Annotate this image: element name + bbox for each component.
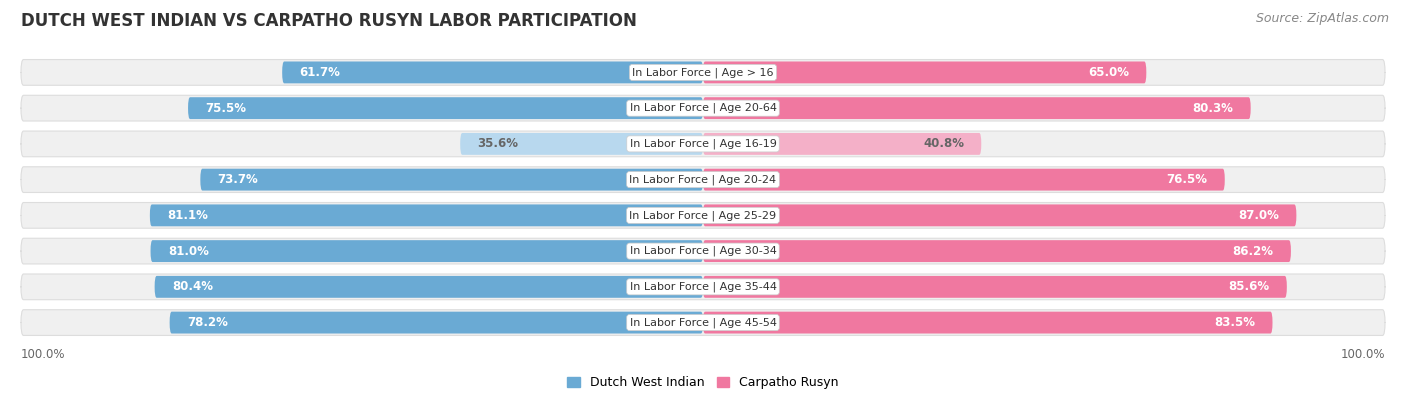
FancyBboxPatch shape [200,169,703,190]
Text: In Labor Force | Age 45-54: In Labor Force | Age 45-54 [630,317,776,328]
Text: 40.8%: 40.8% [924,137,965,150]
FancyBboxPatch shape [703,97,1251,119]
FancyBboxPatch shape [703,133,981,155]
Text: 76.5%: 76.5% [1167,173,1208,186]
FancyBboxPatch shape [21,310,1385,335]
Text: DUTCH WEST INDIAN VS CARPATHO RUSYN LABOR PARTICIPATION: DUTCH WEST INDIAN VS CARPATHO RUSYN LABO… [21,12,637,30]
Text: 65.0%: 65.0% [1088,66,1129,79]
Text: 81.0%: 81.0% [167,245,208,258]
FancyBboxPatch shape [21,167,1385,192]
FancyBboxPatch shape [703,312,1272,333]
Text: 73.7%: 73.7% [218,173,259,186]
FancyBboxPatch shape [150,205,703,226]
FancyBboxPatch shape [21,131,1385,157]
Text: 75.5%: 75.5% [205,102,246,115]
Text: 61.7%: 61.7% [299,66,340,79]
FancyBboxPatch shape [21,203,1385,228]
Text: 35.6%: 35.6% [478,137,519,150]
Text: 81.1%: 81.1% [167,209,208,222]
FancyBboxPatch shape [703,240,1291,262]
FancyBboxPatch shape [703,169,1225,190]
FancyBboxPatch shape [21,274,1385,300]
FancyBboxPatch shape [283,62,703,83]
Text: In Labor Force | Age 20-64: In Labor Force | Age 20-64 [630,103,776,113]
FancyBboxPatch shape [703,205,1296,226]
Text: 86.2%: 86.2% [1233,245,1274,258]
Text: In Labor Force | Age 35-44: In Labor Force | Age 35-44 [630,282,776,292]
Legend: Dutch West Indian, Carpatho Rusyn: Dutch West Indian, Carpatho Rusyn [567,376,839,389]
Text: 85.6%: 85.6% [1229,280,1270,293]
Text: In Labor Force | Age 16-19: In Labor Force | Age 16-19 [630,139,776,149]
Text: 100.0%: 100.0% [1340,348,1385,361]
FancyBboxPatch shape [155,276,703,298]
Text: 87.0%: 87.0% [1239,209,1279,222]
Text: 83.5%: 83.5% [1215,316,1256,329]
FancyBboxPatch shape [21,95,1385,121]
Text: Source: ZipAtlas.com: Source: ZipAtlas.com [1256,12,1389,25]
FancyBboxPatch shape [703,62,1146,83]
Text: 80.3%: 80.3% [1192,102,1233,115]
FancyBboxPatch shape [170,312,703,333]
Text: In Labor Force | Age 20-24: In Labor Force | Age 20-24 [630,174,776,185]
FancyBboxPatch shape [188,97,703,119]
FancyBboxPatch shape [703,276,1286,298]
Text: In Labor Force | Age 25-29: In Labor Force | Age 25-29 [630,210,776,221]
FancyBboxPatch shape [21,238,1385,264]
FancyBboxPatch shape [150,240,703,262]
FancyBboxPatch shape [460,133,703,155]
Text: 100.0%: 100.0% [21,348,66,361]
Text: In Labor Force | Age > 16: In Labor Force | Age > 16 [633,67,773,78]
FancyBboxPatch shape [21,60,1385,85]
Text: 80.4%: 80.4% [172,280,212,293]
Text: In Labor Force | Age 30-34: In Labor Force | Age 30-34 [630,246,776,256]
Text: 78.2%: 78.2% [187,316,228,329]
